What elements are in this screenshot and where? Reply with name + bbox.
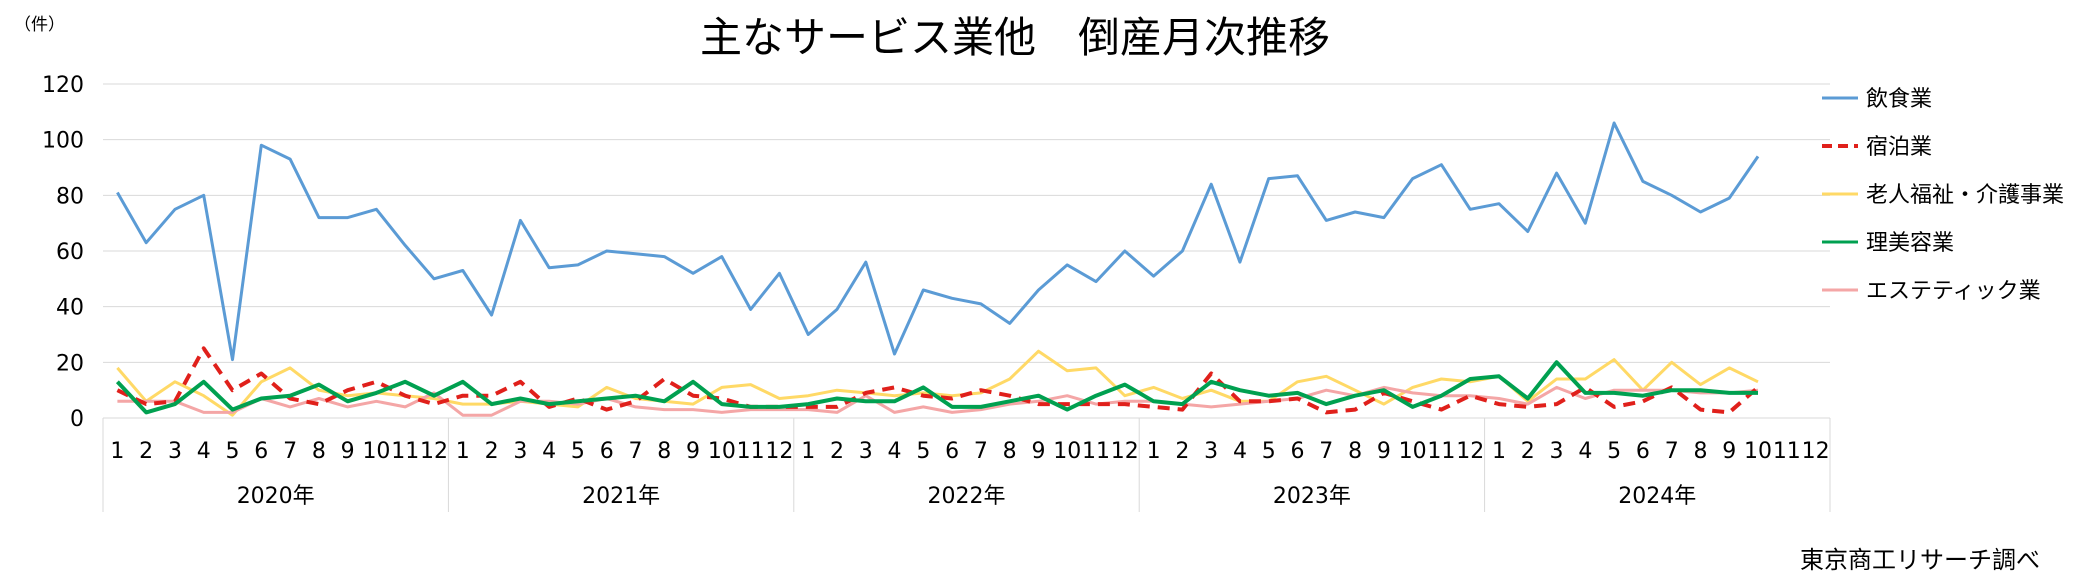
x-tick-month: 7 (283, 439, 297, 464)
y-tick-label: 20 (56, 351, 84, 376)
x-tick-month: 11 (391, 439, 419, 464)
x-tick-month: 6 (600, 439, 614, 464)
x-tick-month: 2 (830, 439, 844, 464)
legend-label: エステティック業 (1866, 279, 2041, 304)
x-tick-month: 11 (737, 439, 765, 464)
x-tick-month: 4 (542, 439, 556, 464)
x-tick-month: 6 (254, 439, 268, 464)
x-tick-month: 11 (1773, 439, 1801, 464)
x-year-label: 2022年 (928, 484, 1006, 509)
y-tick-label: 80 (56, 184, 84, 209)
y-tick-label: 40 (56, 296, 84, 321)
x-tick-month: 2 (1175, 439, 1189, 464)
x-tick-month: 9 (1031, 439, 1045, 464)
x-tick-month: 7 (1319, 439, 1333, 464)
x-tick-month: 8 (312, 439, 326, 464)
series-line-3 (115, 360, 1758, 415)
x-tick-month: 9 (1722, 439, 1736, 464)
x-tick-month: 10 (1744, 439, 1772, 464)
series-line-0 (116, 121, 1760, 362)
x-tick-month: 12 (420, 439, 448, 464)
x-tick-month: 2 (1521, 439, 1535, 464)
x-year-label: 2021年 (582, 484, 660, 509)
x-tick-month: 4 (888, 439, 902, 464)
x-tick-month: 9 (341, 439, 355, 464)
x-tick-month: 3 (859, 439, 873, 464)
x-tick-month: 6 (1291, 439, 1305, 464)
y-tick-label: 0 (70, 407, 84, 432)
x-tick-month: 1 (110, 439, 124, 464)
x-tick-month: 12 (765, 439, 793, 464)
gridlines (103, 83, 1830, 419)
x-tick-month: 9 (686, 439, 700, 464)
x-tick-month: 6 (945, 439, 959, 464)
x-tick-month: 10 (1399, 439, 1427, 464)
x-tick-month: 3 (1204, 439, 1218, 464)
legend-label: 飲食業 (1866, 87, 1932, 112)
legend-label: 老人福祉・介護事業 (1866, 183, 2064, 208)
x-tick-month: 8 (1348, 439, 1362, 464)
x-tick-month: 9 (1377, 439, 1391, 464)
chart-title: 主なサービス業他 倒産月次推移 (700, 13, 1330, 62)
x-tick-month: 10 (362, 439, 390, 464)
x-tick-month: 5 (226, 439, 240, 464)
x-tick-month: 5 (1262, 439, 1276, 464)
series-line-2 (116, 349, 1759, 417)
x-tick-month: 2 (139, 439, 153, 464)
y-axis-unit-label: （件） (14, 15, 65, 35)
x-tick-month: 12 (1111, 439, 1139, 464)
x-tick-month: 1 (456, 439, 470, 464)
x-tick-month: 5 (916, 439, 930, 464)
x-tick-month: 3 (168, 439, 182, 464)
x-tick-month: 5 (1607, 439, 1621, 464)
x-year-label: 2020年 (237, 484, 315, 509)
x-tick-month: 6 (1636, 439, 1650, 464)
x-tick-month: 3 (513, 439, 527, 464)
x-tick-month: 7 (1665, 439, 1679, 464)
x-tick-month: 3 (1550, 439, 1564, 464)
x-tick-month: 12 (1456, 439, 1484, 464)
x-tick-month: 1 (1492, 439, 1506, 464)
x-tick-month: 10 (1053, 439, 1081, 464)
x-tick-month: 11 (1427, 439, 1455, 464)
series-lines (115, 121, 1760, 417)
x-tick-month: 4 (1233, 439, 1247, 464)
source-note: 東京商工リサーチ調べ (1800, 546, 2040, 574)
x-tick-month: 8 (1693, 439, 1707, 464)
x-tick-month: 2 (485, 439, 499, 464)
y-tick-label: 120 (42, 73, 84, 98)
x-year-label: 2024年 (1618, 484, 1696, 509)
x-tick-month: 5 (571, 439, 585, 464)
x-tick-month: 4 (1578, 439, 1592, 464)
x-tick-month: 7 (628, 439, 642, 464)
y-axis-ticks: 0 20 40 60 80 100 120 (42, 73, 84, 432)
y-tick-label: 60 (56, 240, 84, 265)
legend-label: 宿泊業 (1866, 135, 1932, 160)
series-line-4 (117, 385, 1759, 417)
x-tick-month: 10 (708, 439, 736, 464)
x-tick-month: 4 (197, 439, 211, 464)
x-tick-month: 8 (657, 439, 671, 464)
legend-label: 理美容業 (1866, 231, 1954, 256)
x-year-label: 2023年 (1273, 484, 1351, 509)
x-tick-month: 12 (1802, 439, 1830, 464)
y-tick-label: 100 (42, 129, 84, 154)
x-tick-month: 7 (974, 439, 988, 464)
x-tick-month: 8 (1003, 439, 1017, 464)
x-tick-month: 1 (1147, 439, 1161, 464)
x-tick-month: 11 (1082, 439, 1110, 464)
x-tick-month: 1 (801, 439, 815, 464)
